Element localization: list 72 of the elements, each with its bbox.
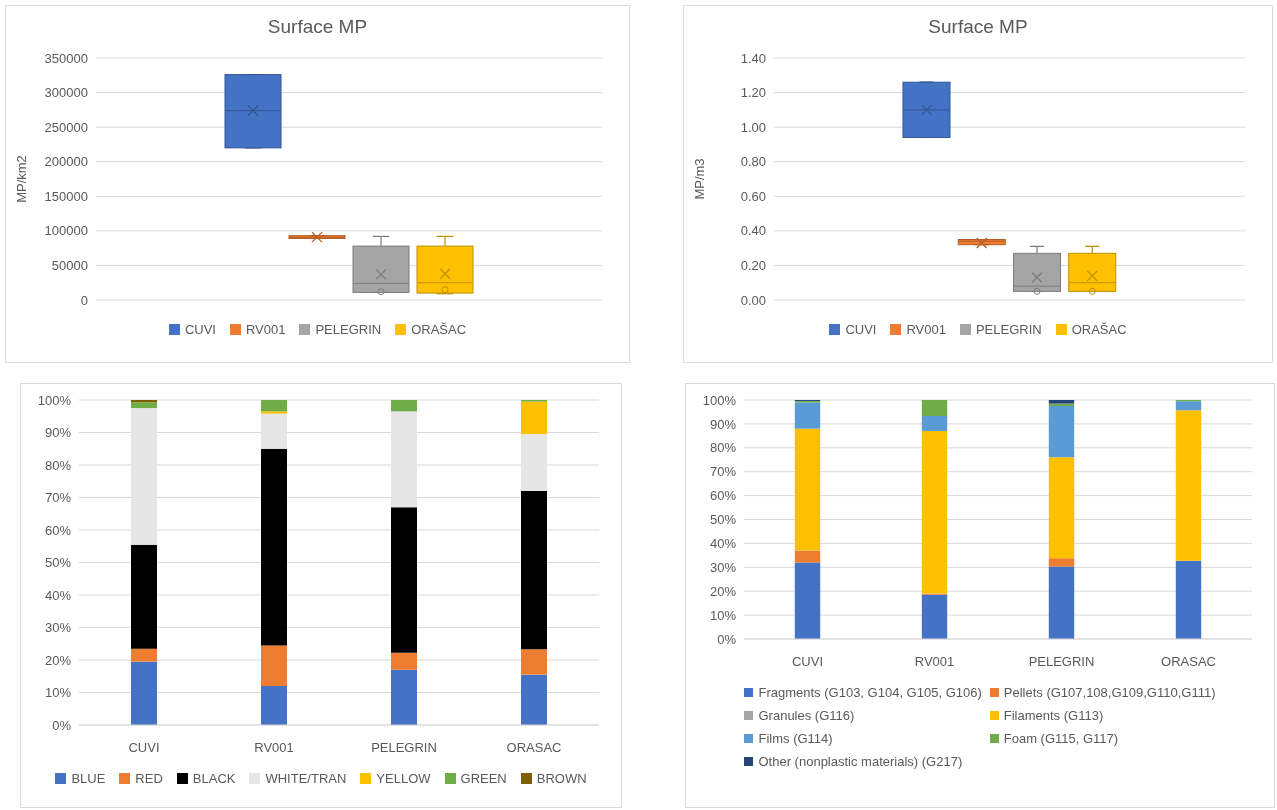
y-tick-label: 40% bbox=[709, 536, 737, 552]
y-tick-label: 150000 bbox=[44, 188, 88, 204]
y-tick-label: 10% bbox=[44, 685, 72, 701]
y-tick-label: 0% bbox=[52, 717, 72, 733]
y-tick-label: 50% bbox=[44, 555, 72, 571]
y-tick-label: 1.00 bbox=[740, 119, 766, 135]
legend-label: PELEGRIN bbox=[315, 322, 382, 337]
legend-label: Pellets (G107,108,G109,G110,G111) bbox=[1003, 685, 1216, 700]
y-tick-label: 90% bbox=[709, 416, 737, 432]
x-tick-label: RV001 bbox=[254, 740, 294, 756]
legend-label: CUVI bbox=[184, 322, 216, 337]
legend-label: RV001 bbox=[245, 322, 286, 337]
legend-label: Foam (G115, G117) bbox=[1003, 731, 1119, 746]
y-tick-label: 100000 bbox=[44, 223, 88, 239]
legend-label: CUVI bbox=[845, 322, 877, 337]
legend-label: Granules (G116) bbox=[758, 708, 855, 723]
legend-label: GREEN bbox=[460, 771, 507, 786]
y-tick-label: 50000 bbox=[51, 258, 88, 274]
legend-label: YELLOW bbox=[376, 771, 431, 786]
y-tick-label: 0.20 bbox=[740, 258, 766, 274]
y-tick-label: 90% bbox=[44, 425, 72, 441]
y-tick-label: 80% bbox=[44, 457, 72, 473]
x-tick-label: ORASAC bbox=[1161, 654, 1216, 670]
y-tick-label: 100% bbox=[37, 392, 72, 408]
y-tick-label: 0% bbox=[717, 631, 737, 647]
y-tick-label: 200000 bbox=[44, 154, 88, 170]
y-tick-label: 0.40 bbox=[740, 223, 766, 239]
y-tick-label: 350000 bbox=[44, 50, 88, 66]
x-tick-label: RV001 bbox=[914, 654, 955, 670]
y-tick-label: 40% bbox=[44, 587, 72, 603]
legend-label: BLACK bbox=[192, 771, 236, 786]
chart-title: Surface MP bbox=[266, 15, 369, 39]
y-tick-label: 20% bbox=[709, 583, 737, 599]
x-tick-label: CUVI bbox=[791, 654, 824, 670]
y-axis-title: MP/km2 bbox=[13, 155, 29, 203]
y-tick-label: 60% bbox=[709, 488, 737, 504]
x-tick-label: ORASAC bbox=[506, 740, 562, 756]
y-tick-label: 0 bbox=[80, 292, 88, 308]
y-tick-label: 70% bbox=[44, 490, 72, 506]
legend-label: Fragments (G103, G104, G105, G106) bbox=[758, 685, 982, 700]
legend-label: BLUE bbox=[71, 771, 106, 786]
legend-label: ORAŠAC bbox=[411, 322, 467, 337]
y-tick-label: 100% bbox=[702, 392, 737, 408]
y-tick-label: 0.60 bbox=[740, 188, 766, 204]
y-tick-label: 0.80 bbox=[740, 154, 766, 170]
x-tick-label: PELEGRIN bbox=[1028, 654, 1095, 670]
y-tick-label: 70% bbox=[709, 464, 737, 480]
legend-label: BROWN bbox=[536, 771, 587, 786]
chart-title: Surface MP bbox=[927, 15, 1029, 39]
x-tick-label: PELEGRIN bbox=[371, 740, 437, 756]
y-tick-label: 30% bbox=[44, 620, 72, 636]
legend-label: RED bbox=[135, 771, 163, 786]
x-tick-label: CUVI bbox=[128, 740, 160, 756]
legend-label: Other (nonplastic materials) (G217) bbox=[758, 754, 963, 769]
legend-label: PELEGRIN bbox=[975, 322, 1042, 337]
y-tick-label: 80% bbox=[709, 440, 737, 456]
y-tick-label: 0.00 bbox=[740, 292, 766, 308]
legend-label: ORAŠAC bbox=[1071, 322, 1127, 337]
y-tick-label: 10% bbox=[709, 607, 737, 623]
y-tick-label: 50% bbox=[709, 512, 737, 528]
legend-label: Films (G114) bbox=[758, 731, 833, 746]
y-tick-label: 20% bbox=[44, 652, 72, 668]
y-tick-label: 60% bbox=[44, 522, 72, 538]
legend-label: RV001 bbox=[906, 322, 946, 337]
y-tick-label: 30% bbox=[709, 559, 737, 575]
y-tick-label: 1.40 bbox=[740, 50, 766, 66]
legend-label: WHITE/TRAN bbox=[265, 771, 347, 786]
legend-label: Filaments (G113) bbox=[1003, 708, 1104, 723]
y-tick-label: 1.20 bbox=[740, 85, 766, 101]
y-axis-title: MP/m3 bbox=[691, 158, 707, 200]
y-tick-label: 250000 bbox=[44, 119, 88, 135]
y-tick-label: 300000 bbox=[44, 85, 88, 101]
